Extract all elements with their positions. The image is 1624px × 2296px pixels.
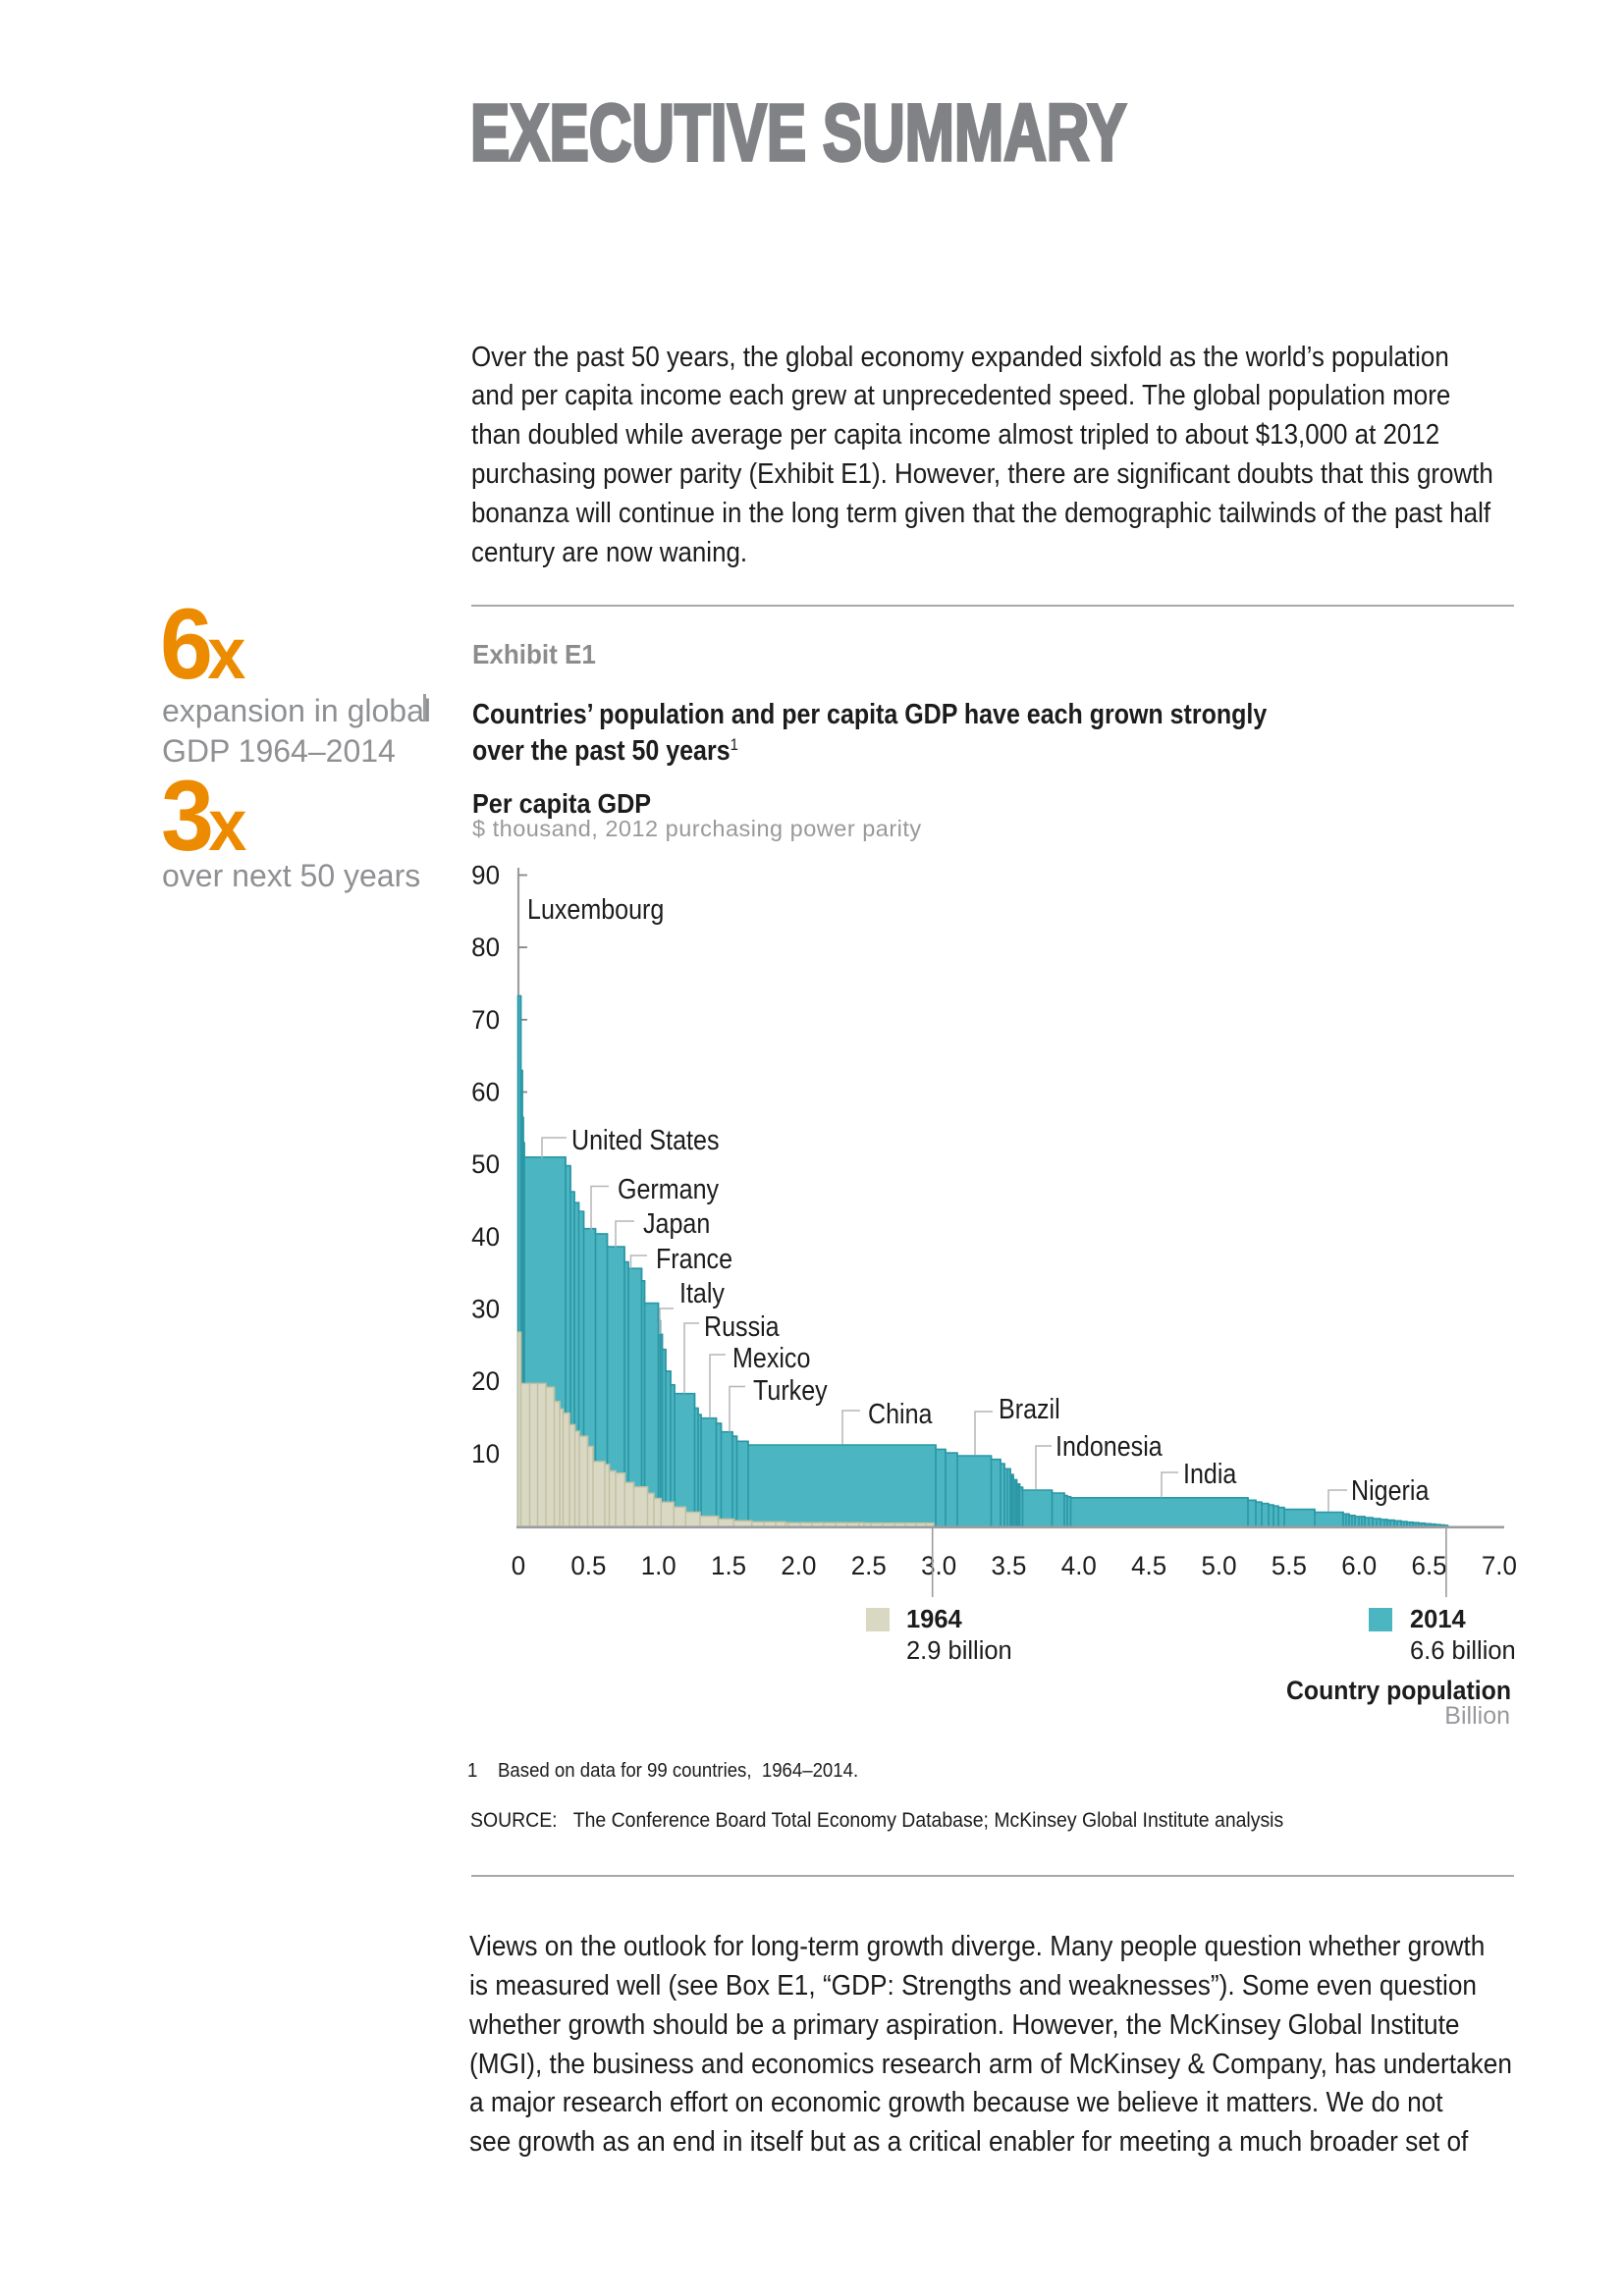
svg-text:50: 50 xyxy=(471,1149,500,1180)
svg-text:7.0: 7.0 xyxy=(1482,1551,1517,1581)
svg-text:Mexico: Mexico xyxy=(732,1343,810,1374)
svg-text:Germany: Germany xyxy=(618,1174,720,1205)
svg-text:6.0: 6.0 xyxy=(1341,1551,1377,1581)
svg-text:Billion: Billion xyxy=(1444,1702,1510,1730)
svg-text:20: 20 xyxy=(471,1366,500,1397)
svg-text:60: 60 xyxy=(471,1077,500,1107)
svg-text:10: 10 xyxy=(471,1438,500,1468)
svg-text:Japan: Japan xyxy=(643,1208,710,1240)
svg-text:Luxembourg: Luxembourg xyxy=(527,894,664,926)
svg-text:Turkey: Turkey xyxy=(753,1375,828,1407)
svg-text:0: 0 xyxy=(512,1551,525,1581)
svg-text:Russia: Russia xyxy=(704,1311,780,1343)
svg-text:Brazil: Brazil xyxy=(999,1394,1060,1425)
svg-text:90: 90 xyxy=(471,860,500,890)
svg-text:Indonesia: Indonesia xyxy=(1056,1431,1163,1463)
svg-text:3.0: 3.0 xyxy=(921,1551,956,1581)
svg-text:40: 40 xyxy=(471,1221,500,1252)
svg-text:Italy: Italy xyxy=(679,1278,726,1309)
svg-text:6.6 billion: 6.6 billion xyxy=(1410,1637,1516,1665)
svg-text:1.5: 1.5 xyxy=(711,1551,746,1581)
svg-text:6.5: 6.5 xyxy=(1412,1551,1447,1581)
svg-text:United States: United States xyxy=(571,1125,719,1156)
svg-text:India: India xyxy=(1183,1459,1236,1490)
svg-text:80: 80 xyxy=(471,933,500,963)
svg-text:5.0: 5.0 xyxy=(1201,1551,1236,1581)
svg-text:5.5: 5.5 xyxy=(1272,1551,1307,1581)
svg-text:70: 70 xyxy=(471,1004,500,1035)
svg-text:1964: 1964 xyxy=(906,1606,963,1633)
svg-text:1.0: 1.0 xyxy=(641,1551,677,1581)
svg-text:3.5: 3.5 xyxy=(991,1551,1026,1581)
svg-text:2.9 billion: 2.9 billion xyxy=(906,1637,1012,1665)
svg-text:2014: 2014 xyxy=(1410,1606,1467,1633)
svg-text:4.0: 4.0 xyxy=(1061,1551,1097,1581)
svg-text:4.5: 4.5 xyxy=(1131,1551,1166,1581)
svg-text:China: China xyxy=(868,1399,933,1430)
svg-text:Country population: Country population xyxy=(1286,1677,1511,1705)
svg-text:France: France xyxy=(656,1244,732,1275)
svg-text:30: 30 xyxy=(471,1294,500,1324)
svg-text:Nigeria: Nigeria xyxy=(1351,1475,1429,1507)
svg-text:2.5: 2.5 xyxy=(851,1551,887,1581)
svg-text:0.5: 0.5 xyxy=(570,1551,606,1581)
svg-text:2.0: 2.0 xyxy=(781,1551,816,1581)
